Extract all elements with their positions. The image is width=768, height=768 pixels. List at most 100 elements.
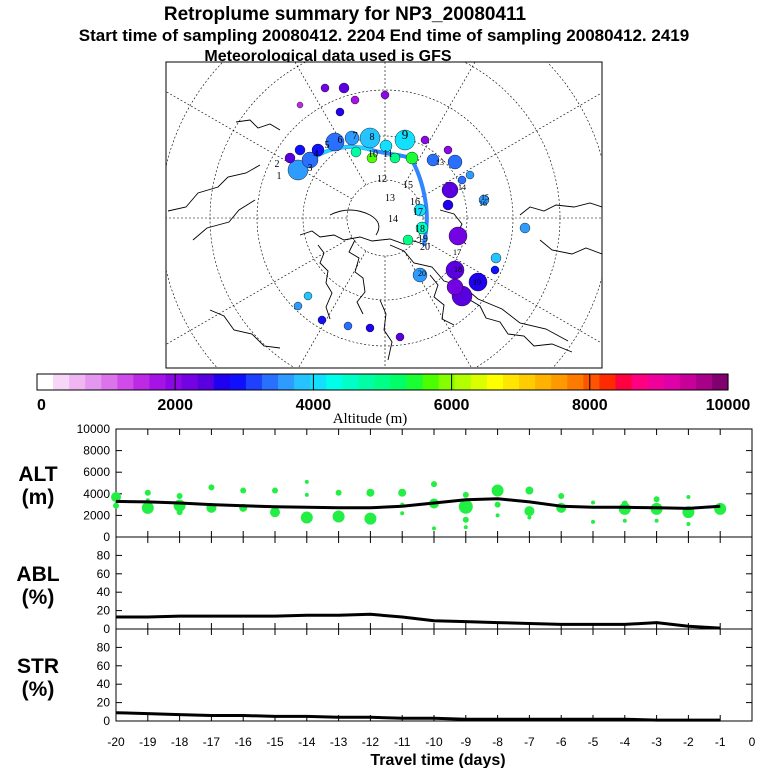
- time-series-panels: 0 2000 4000 6000 8000 10000 ALT(m) 0 20 40 60 80 ABL…: [16, 422, 753, 728]
- colorbar-cell: [438, 374, 456, 390]
- x-tick-label: -7: [524, 735, 535, 749]
- data-point: [654, 518, 659, 523]
- y-tick-label: 40: [97, 677, 111, 691]
- track-day-label: 7: [353, 131, 358, 142]
- cluster-day-label: 16: [479, 199, 487, 208]
- x-tick-label: -6: [556, 735, 567, 749]
- sampling-times: Start time of sampling 20080412. 2204 En…: [79, 26, 689, 45]
- data-point: [176, 509, 183, 516]
- data-point: [714, 502, 727, 515]
- data-point: [431, 481, 437, 488]
- data-point: [400, 511, 405, 516]
- data-point: [462, 491, 469, 498]
- colorbar-cell: [406, 374, 424, 390]
- colorbar-cell: [631, 374, 649, 390]
- data-point: [432, 526, 436, 531]
- track-day-label: 16: [410, 197, 420, 208]
- title: Retroplume summary for NP3_20080411: [164, 4, 527, 25]
- colorbar-cell: [342, 374, 359, 390]
- data-point: [113, 502, 119, 509]
- data-point: [366, 488, 375, 497]
- data-point: [686, 495, 691, 500]
- cluster-dot: [344, 130, 360, 146]
- colorbar-cell: [326, 374, 343, 390]
- cluster-dot: [284, 152, 296, 164]
- cluster-dot: [465, 170, 475, 180]
- meridian-line: [417, 92, 602, 200]
- y-tick-label: 60: [97, 659, 111, 673]
- map-graticule: [166, 62, 602, 368]
- track-day-label: 12: [377, 174, 387, 185]
- data-point: [622, 518, 627, 523]
- y-tick-label: 4000: [83, 487, 110, 501]
- data-point: [686, 522, 691, 527]
- track-day-label: 15: [403, 180, 413, 191]
- colorbar-tick-label: 8000: [572, 397, 608, 414]
- cluster-dot: [350, 146, 362, 158]
- x-tick-label: -4: [619, 735, 630, 749]
- cluster-dot: [303, 291, 313, 301]
- data-point: [144, 489, 151, 496]
- y-tick-label: 8000: [83, 444, 110, 458]
- data-point: [558, 492, 565, 499]
- colorbar-cell: [37, 374, 54, 390]
- map-frame: [165, 61, 603, 369]
- cluster-dot: [320, 83, 330, 93]
- colorbar-cell: [117, 374, 135, 390]
- cluster-dot: [447, 154, 463, 170]
- cluster-dot: [389, 152, 401, 164]
- y-axis-label: ABL: [16, 563, 59, 586]
- x-tick-label: -1: [715, 735, 726, 749]
- cluster-day-label: 17: [453, 248, 461, 257]
- colorbar-cell: [679, 374, 697, 390]
- data-point: [240, 487, 247, 494]
- colorbar-cell: [133, 374, 151, 390]
- colorbar-cell: [486, 374, 504, 390]
- colorbar-cell: [695, 374, 713, 390]
- colorbar-cell: [599, 374, 617, 390]
- colorbar-cell: [149, 374, 167, 390]
- data-point: [141, 501, 154, 514]
- data-point: [525, 486, 534, 495]
- data-point: [364, 512, 377, 525]
- cluster-dot: [490, 265, 500, 275]
- track-day-label: 13: [385, 193, 395, 204]
- cluster-dot: [457, 175, 467, 185]
- y-axis-label: (%): [22, 678, 55, 701]
- cluster-dot: [394, 129, 416, 151]
- meridian-line: [403, 62, 476, 186]
- colorbar-tick-label: 10000: [706, 397, 751, 414]
- data-point: [463, 525, 468, 530]
- colorbar-cell: [551, 374, 568, 390]
- cluster-dot: [402, 234, 414, 246]
- cluster-dot: [441, 181, 459, 199]
- data-point: [462, 516, 469, 523]
- cluster-dot: [442, 199, 454, 211]
- data-point: [304, 492, 309, 497]
- colorbar-cell: [53, 374, 70, 390]
- colorbar-cell: [503, 374, 520, 390]
- y-tick-label: 0: [103, 714, 110, 728]
- track-day-label: 6: [338, 135, 343, 146]
- x-tick-label: -5: [588, 735, 599, 749]
- cluster-dot: [380, 90, 390, 100]
- x-tick-label: -3: [651, 735, 662, 749]
- track-day-label: 4: [314, 149, 319, 160]
- map-panel: 12 345 6 7 8 910 11121314151617181920131415161…: [165, 61, 603, 369]
- data-point: [272, 487, 278, 494]
- cluster-dot: [395, 332, 405, 342]
- cluster-dot: [338, 82, 350, 94]
- colorbar-cell: [278, 374, 295, 390]
- data-point: [494, 501, 501, 508]
- x-tick-label: -17: [203, 735, 221, 749]
- data-point: [524, 506, 535, 517]
- y-tick-label: 10000: [77, 422, 111, 436]
- x-tick-label: -13: [330, 735, 348, 749]
- meridian-line: [166, 91, 353, 200]
- y-tick-label: 6000: [83, 465, 110, 479]
- cluster-dot: [294, 144, 306, 156]
- cluster-dot: [519, 222, 531, 234]
- y-tick-label: 20: [97, 604, 111, 618]
- data-point: [111, 492, 121, 503]
- colorbar-cell: [85, 374, 102, 390]
